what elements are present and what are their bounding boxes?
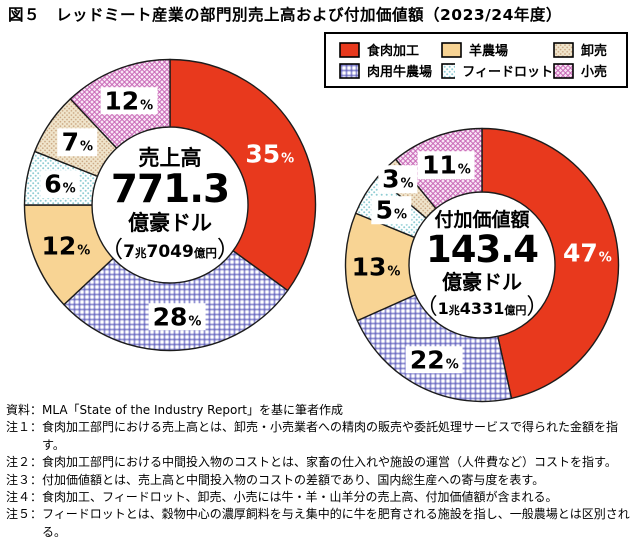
percent-label-feedlot: 6% [40, 170, 80, 198]
legend: 食肉加工 羊農場 卸売肉用牛農場 フィードロット 小売 [324, 32, 628, 88]
percent-label-processing: 47% [562, 238, 612, 268]
note-text: 食肉加工部門における売上高とは、卸売・小売業者への精肉の販売や委託処理サービスで… [42, 420, 619, 452]
figure-title: 図５ レッドミート産業の部門別売上高および付加価値額（2023/24年度） [8, 6, 562, 24]
note-row: 注５： フィードロットとは、穀物中心の濃厚飼料を与え集中的に牛を肥育される施設を指… [6, 506, 638, 541]
legend-item-processing: 食肉加工 [339, 40, 441, 59]
donut-ring [23, 58, 317, 352]
percent-label-retail: 12% [100, 87, 158, 115]
percent-label-wholesale: 7% [57, 128, 98, 156]
donut-chart-sales: 売上高 771.3 億豪ドル （7兆7049億円） 35% 28% 12% 6% 7% 1… [22, 57, 318, 353]
note-text: MLA「State of the Industry Report」を基に筆者作成 [42, 403, 343, 417]
percent-label-feedlot: 5% [371, 196, 412, 224]
note-text: 付加価値額とは、売上高と中間投入物のコストの差額であり、国内総生産への寄与度を表… [42, 472, 545, 487]
note-text: 食肉加工部門における中間投入物のコストとは、家畜の仕入れや施設の運営（人件費など… [42, 455, 617, 470]
legend-item-wholesale: 卸売 [553, 40, 626, 59]
legend-item-label: 卸売 [581, 44, 608, 59]
donut-segment-processing [169, 58, 317, 292]
legend-item-feedlot: フィードロット [441, 61, 553, 80]
percent-label-cattle: 22% [405, 346, 463, 374]
note-row: 注２： 食肉加工部門における中間投入物のコストとは、家畜の仕入れや施設の運営（人件… [6, 454, 638, 471]
legend-item-sheep: 羊農場 [441, 40, 553, 59]
note-label: 注５： [6, 507, 43, 522]
percent-label-retail: 11% [418, 151, 475, 179]
notes: 資料： MLA「State of the Industry Report」を基に筆… [6, 402, 638, 541]
legend-item-retail: 小売 [553, 61, 626, 80]
donut-segment-processing [481, 127, 620, 399]
note-label: 注４： [6, 490, 43, 505]
note-text: フィードロットとは、穀物中心の濃厚飼料を与え集中的に牛を肥育される施設を指し、一… [42, 507, 630, 539]
legend-item-label: 食肉加工 [367, 44, 420, 59]
percent-label-cattle: 28% [148, 303, 206, 331]
legend-item-label: 肉用牛農場 [367, 65, 433, 80]
percent-label-sheep: 13% [351, 251, 401, 281]
legend-item-cattle: 肉用牛農場 [339, 61, 441, 80]
note-text: 食肉加工、フィードロット、卸売、小売には牛・羊・山羊分の売上高、付加価値額が含ま… [42, 490, 558, 505]
legend-item-label: 羊農場 [469, 44, 509, 59]
legend-swatch-processing [339, 41, 360, 58]
legend-swatch-retail [553, 62, 574, 79]
note-label: 注３： [6, 472, 43, 487]
percent-label-wholesale: 3% [378, 165, 418, 194]
legend-item-label: フィードロット [462, 65, 553, 80]
percent-label-sheep: 12% [41, 231, 91, 261]
donut-chart-value-added: 付加価値額 143.4 億豪ドル （1兆4331億円） 47% 22% 13% 5% 3… [343, 126, 621, 404]
note-row: 注４： 食肉加工、フィードロット、卸売、小売には牛・羊・山羊分の売上高、付加価値額… [6, 489, 638, 506]
note-label: 注２： [6, 455, 43, 470]
note-row: 注３： 付加価値額とは、売上高と中間投入物のコストの差額であり、国内総生産への寄与… [6, 472, 638, 489]
legend-swatch-cattle [339, 62, 360, 79]
note-label: 注１： [6, 420, 43, 435]
legend-swatch-wholesale [553, 41, 574, 58]
note-row: 資料： MLA「State of the Industry Report」を基に筆… [6, 402, 638, 419]
note-label: 資料： [6, 403, 43, 417]
legend-swatch-sheep [441, 41, 462, 58]
legend-swatch-feedlot [441, 62, 456, 79]
donut-segment-cattle [63, 250, 289, 352]
legend-item-label: 小売 [581, 65, 608, 80]
percent-label-processing: 35% [245, 139, 295, 169]
note-row: 注１： 食肉加工部門における売上高とは、卸売・小売業者への精肉の販売や委託処理サー… [6, 419, 638, 454]
